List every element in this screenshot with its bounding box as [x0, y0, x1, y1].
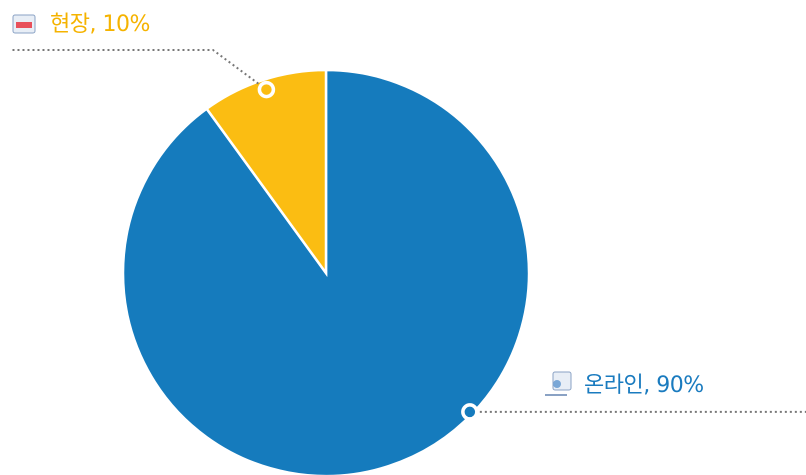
label-dot [461, 403, 479, 421]
data-label: 현장, 10% [50, 12, 150, 37]
icon-online [545, 371, 572, 396]
icon-site [12, 14, 36, 34]
label-dot [257, 80, 276, 99]
data-label: 온라인, 90% [584, 373, 704, 398]
pie-slice [204, 68, 328, 277]
leader-line [10, 49, 268, 91]
